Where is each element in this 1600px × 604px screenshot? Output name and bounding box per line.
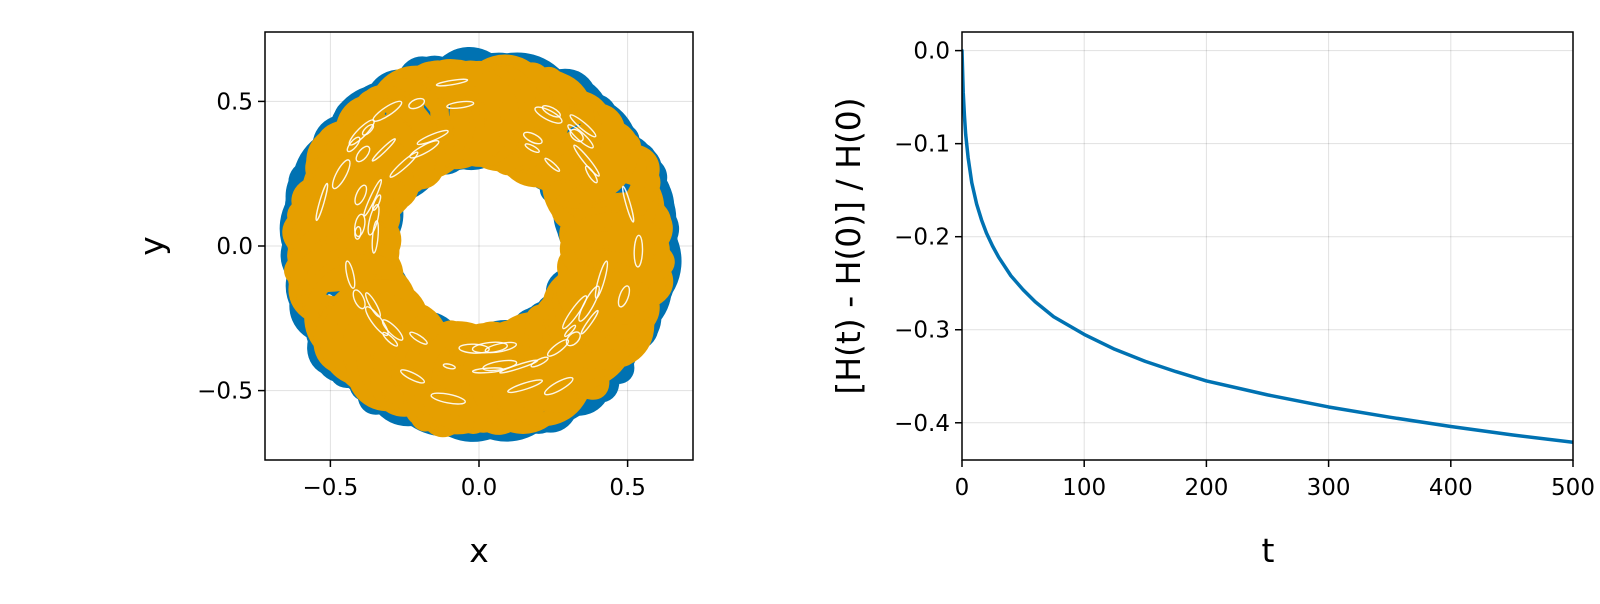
- left-plot-area: [279, 46, 682, 442]
- left-x-tick-label: −0.5: [302, 475, 358, 501]
- right-plot-area: [962, 48, 1573, 445]
- right-x-tick-label: 400: [1429, 475, 1473, 501]
- orbit-detail: [331, 159, 351, 190]
- panel-energy-error: 0 100 200 300 400 500 0.0 −0.1 −0.2 −0.3 −0.4 t [H…: [829, 31, 1595, 570]
- right-x-tick-label: 200: [1184, 475, 1228, 501]
- orbit-detail: [569, 114, 597, 138]
- orbit-detail: [530, 356, 549, 368]
- left-series-orange: [282, 54, 675, 438]
- orbit-detail: [364, 306, 389, 337]
- orbit-detail: [569, 128, 584, 143]
- orbit-detail: [442, 363, 456, 370]
- right-x-tick-label: 100: [1062, 475, 1106, 501]
- left-x-axis-label: x: [469, 531, 489, 570]
- orbit-detail: [345, 260, 356, 289]
- orbit-detail: [416, 129, 449, 146]
- left-y-tick-label: 0.0: [216, 234, 253, 260]
- orbit-detail: [400, 369, 426, 384]
- orbit-detail: [408, 97, 426, 110]
- orbit-detail: [471, 341, 509, 354]
- orbit-detail: [355, 145, 371, 163]
- left-x-tick-label: 0.5: [609, 475, 646, 501]
- right-y-tick-label: −0.2: [894, 225, 950, 251]
- orbit-detail: [578, 285, 601, 322]
- right-x-axis-label: t: [1262, 531, 1275, 570]
- orbit-detail: [522, 131, 543, 145]
- orbit-detail: [564, 324, 577, 338]
- orbit-detail: [354, 184, 368, 206]
- energy-error-line: [962, 48, 1573, 445]
- right-y-tick-label: −0.3: [894, 318, 950, 344]
- left-y-tick-label: −0.5: [197, 379, 253, 405]
- orbit-detail: [346, 136, 361, 153]
- orbit-detail: [543, 376, 574, 396]
- left-x-tick-label: 0.0: [461, 475, 498, 501]
- left-y-axis-label: y: [132, 236, 171, 256]
- orbit-detail: [541, 104, 561, 118]
- orbit-detail: [565, 331, 581, 347]
- orbit-detail: [499, 359, 539, 374]
- orbit-detail: [371, 138, 396, 162]
- left-y-tick-label: 0.5: [216, 89, 253, 115]
- orbit-detail: [507, 379, 544, 394]
- orbit-detail: [534, 106, 563, 124]
- orbit-detail: [389, 151, 419, 178]
- orbit-detail: [567, 124, 594, 149]
- orbit-detail: [430, 392, 466, 405]
- right-ticks: 0 100 200 300 400 500 0.0 −0.1 −0.2 −0.3 −0.4: [894, 39, 1595, 501]
- orbit-detail: [546, 338, 570, 357]
- right-y-tick-label: 0.0: [913, 39, 950, 65]
- orbit-loop: [559, 212, 670, 287]
- orbit-detail: [621, 185, 635, 223]
- orbit-detail: [354, 213, 366, 238]
- orbit-detail: [367, 204, 380, 236]
- orbit-detail: [617, 285, 631, 308]
- orbit-detail: [633, 234, 644, 268]
- right-x-tick-label: 0: [955, 475, 970, 501]
- orbit-detail: [471, 367, 504, 374]
- orbit-detail: [372, 194, 382, 211]
- left-ticks: −0.5 0.0 0.5 −0.5 0.0 0.5: [197, 89, 646, 501]
- orbit-detail: [544, 157, 561, 172]
- orbit-detail: [484, 341, 518, 354]
- orbit-detail: [573, 144, 600, 177]
- orbit-detail: [446, 100, 475, 110]
- right-y-axis-label: [H(t) - H(0)] / H(0): [829, 97, 868, 394]
- orbit-detail: [524, 143, 540, 154]
- right-x-tick-label: 300: [1307, 475, 1351, 501]
- orbit-detail: [562, 295, 588, 330]
- orbit-detail: [382, 331, 399, 347]
- orbit-detail: [458, 343, 490, 354]
- orbit-detail: [580, 309, 599, 335]
- orbit-detail: [409, 331, 428, 345]
- orbit-detail: [435, 78, 469, 87]
- orbit-detail: [409, 140, 440, 159]
- right-y-tick-label: −0.1: [894, 132, 950, 158]
- panel-phase-space: −0.5 0.0 0.5 −0.5 0.0 0.5 x y: [132, 31, 694, 570]
- orbit-detail: [364, 292, 381, 318]
- orbit-detail: [315, 182, 329, 222]
- orbit-detail: [352, 289, 366, 310]
- orbit-detail: [381, 319, 404, 341]
- right-x-tick-label: 500: [1551, 475, 1595, 501]
- right-axes-frame: [961, 31, 1574, 461]
- right-y-tick-label: −0.4: [894, 411, 950, 437]
